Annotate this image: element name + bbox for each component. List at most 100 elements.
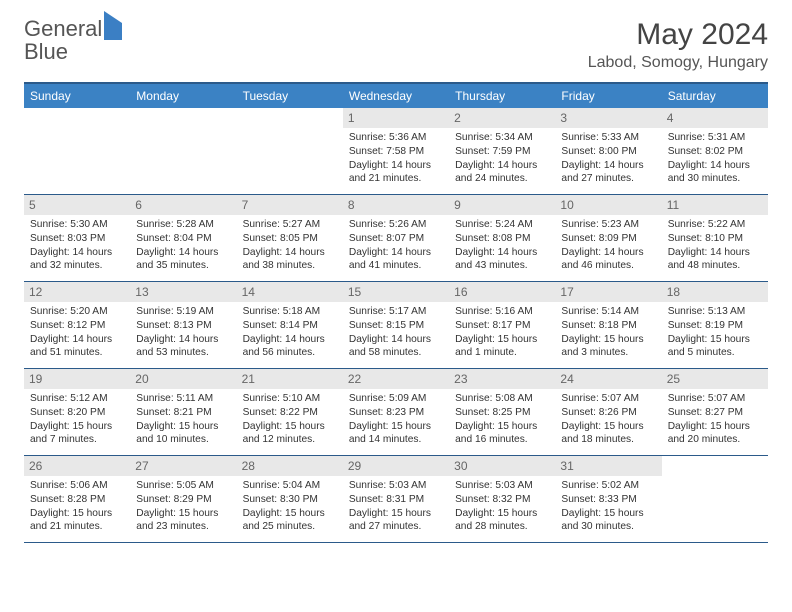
daylight-text: Daylight: 14 hours and 46 minutes. (561, 246, 655, 274)
day-number: 26 (24, 456, 130, 476)
daylight-text: Daylight: 14 hours and 41 minutes. (349, 246, 443, 274)
sunrise-text: Sunrise: 5:19 AM (136, 305, 230, 319)
sunrise-text: Sunrise: 5:24 AM (455, 218, 549, 232)
weekday-thursday: Thursday (449, 84, 555, 108)
day-number: 7 (237, 195, 343, 215)
day-number: 31 (555, 456, 661, 476)
day-number: 18 (662, 282, 768, 302)
day-cell-10: 10Sunrise: 5:23 AMSunset: 8:09 PMDayligh… (555, 195, 661, 281)
sunset-text: Sunset: 8:05 PM (243, 232, 337, 246)
day-number: 25 (662, 369, 768, 389)
sunrise-text: Sunrise: 5:03 AM (455, 479, 549, 493)
week-row: 19Sunrise: 5:12 AMSunset: 8:20 PMDayligh… (24, 369, 768, 456)
sunset-text: Sunset: 8:26 PM (561, 406, 655, 420)
sunset-text: Sunset: 8:28 PM (30, 493, 124, 507)
sunrise-text: Sunrise: 5:03 AM (349, 479, 443, 493)
daylight-text: Daylight: 14 hours and 27 minutes. (561, 159, 655, 187)
sunset-text: Sunset: 8:31 PM (349, 493, 443, 507)
empty-cell: . (24, 108, 130, 194)
sunset-text: Sunset: 8:13 PM (136, 319, 230, 333)
location: Labod, Somogy, Hungary (588, 54, 768, 72)
daylight-text: Daylight: 14 hours and 21 minutes. (349, 159, 443, 187)
month-title: May 2024 (588, 18, 768, 52)
weekday-wednesday: Wednesday (343, 84, 449, 108)
day-cell-16: 16Sunrise: 5:16 AMSunset: 8:17 PMDayligh… (449, 282, 555, 368)
sunset-text: Sunset: 8:33 PM (561, 493, 655, 507)
sunset-text: Sunset: 8:04 PM (136, 232, 230, 246)
sunrise-text: Sunrise: 5:06 AM (30, 479, 124, 493)
sunset-text: Sunset: 8:12 PM (30, 319, 124, 333)
brand-triangle-icon (104, 11, 122, 40)
day-number: 22 (343, 369, 449, 389)
sunset-text: Sunset: 8:21 PM (136, 406, 230, 420)
sunrise-text: Sunrise: 5:33 AM (561, 131, 655, 145)
weekday-monday: Monday (130, 84, 236, 108)
sunset-text: Sunset: 8:22 PM (243, 406, 337, 420)
daylight-text: Daylight: 15 hours and 10 minutes. (136, 420, 230, 448)
day-cell-27: 27Sunrise: 5:05 AMSunset: 8:29 PMDayligh… (130, 456, 236, 542)
daylight-text: Daylight: 15 hours and 7 minutes. (30, 420, 124, 448)
sunset-text: Sunset: 7:59 PM (455, 145, 549, 159)
day-number: 2 (449, 108, 555, 128)
sunrise-text: Sunrise: 5:07 AM (668, 392, 762, 406)
sunset-text: Sunset: 8:29 PM (136, 493, 230, 507)
day-cell-9: 9Sunrise: 5:24 AMSunset: 8:08 PMDaylight… (449, 195, 555, 281)
sunrise-text: Sunrise: 5:17 AM (349, 305, 443, 319)
sunset-text: Sunset: 8:08 PM (455, 232, 549, 246)
day-cell-15: 15Sunrise: 5:17 AMSunset: 8:15 PMDayligh… (343, 282, 449, 368)
daylight-text: Daylight: 15 hours and 5 minutes. (668, 333, 762, 361)
day-cell-24: 24Sunrise: 5:07 AMSunset: 8:26 PMDayligh… (555, 369, 661, 455)
day-cell-18: 18Sunrise: 5:13 AMSunset: 8:19 PMDayligh… (662, 282, 768, 368)
daylight-text: Daylight: 14 hours and 32 minutes. (30, 246, 124, 274)
day-cell-7: 7 Sunrise: 5:27 AMSunset: 8:05 PMDaylight… (237, 195, 343, 281)
sunrise-text: Sunrise: 5:10 AM (243, 392, 337, 406)
sunrise-text: Sunrise: 5:26 AM (349, 218, 443, 232)
day-cell-11: 11Sunrise: 5:22 AMSunset: 8:10 PMDayligh… (662, 195, 768, 281)
empty-cell: . (662, 456, 768, 542)
week-row: ...1Sunrise: 5:36 AMSunset: 7:58 PMDayli… (24, 108, 768, 195)
sunrise-text: Sunrise: 5:27 AM (243, 218, 337, 232)
sunrise-text: Sunrise: 5:20 AM (30, 305, 124, 319)
daylight-text: Daylight: 14 hours and 38 minutes. (243, 246, 337, 274)
daylight-text: Daylight: 15 hours and 23 minutes. (136, 507, 230, 535)
daylight-text: Daylight: 15 hours and 20 minutes. (668, 420, 762, 448)
daylight-text: Daylight: 15 hours and 25 minutes. (243, 507, 337, 535)
day-number: 11 (662, 195, 768, 215)
sunrise-text: Sunrise: 5:09 AM (349, 392, 443, 406)
sunrise-text: Sunrise: 5:16 AM (455, 305, 549, 319)
day-cell-13: 13Sunrise: 5:19 AMSunset: 8:13 PMDayligh… (130, 282, 236, 368)
day-cell-22: 22Sunrise: 5:09 AMSunset: 8:23 PMDayligh… (343, 369, 449, 455)
header: General Blue May 2024 Labod, Somogy, Hun… (24, 18, 768, 72)
day-cell-21: 21Sunrise: 5:10 AMSunset: 8:22 PMDayligh… (237, 369, 343, 455)
day-number: 15 (343, 282, 449, 302)
day-number: 10 (555, 195, 661, 215)
day-cell-28: 28Sunrise: 5:04 AMSunset: 8:30 PMDayligh… (237, 456, 343, 542)
sunrise-text: Sunrise: 5:02 AM (561, 479, 655, 493)
day-number: 30 (449, 456, 555, 476)
day-cell-19: 19Sunrise: 5:12 AMSunset: 8:20 PMDayligh… (24, 369, 130, 455)
week-row: 26Sunrise: 5:06 AMSunset: 8:28 PMDayligh… (24, 456, 768, 543)
daylight-text: Daylight: 14 hours and 35 minutes. (136, 246, 230, 274)
day-cell-12: 12Sunrise: 5:20 AMSunset: 8:12 PMDayligh… (24, 282, 130, 368)
empty-cell: . (237, 108, 343, 194)
day-cell-26: 26 Sunrise: 5:06 AMSunset: 8:28 PMDayligh… (24, 456, 130, 542)
weekday-sunday: Sunday (24, 84, 130, 108)
daylight-text: Daylight: 14 hours and 58 minutes. (349, 333, 443, 361)
day-number: 13 (130, 282, 236, 302)
empty-cell: . (130, 108, 236, 194)
sunrise-text: Sunrise: 5:31 AM (668, 131, 762, 145)
week-row: 5Sunrise: 5:30 AMSunset: 8:03 PMDaylight… (24, 195, 768, 282)
day-cell-3: 3Sunrise: 5:33 AMSunset: 8:00 PMDaylight… (555, 108, 661, 194)
day-number: 24 (555, 369, 661, 389)
sunrise-text: Sunrise: 5:12 AM (30, 392, 124, 406)
daylight-text: Daylight: 15 hours and 21 minutes. (30, 507, 124, 535)
daylight-text: Daylight: 15 hours and 14 minutes. (349, 420, 443, 448)
day-number: 4 (662, 108, 768, 128)
day-number: 8 (343, 195, 449, 215)
daylight-text: Daylight: 14 hours and 43 minutes. (455, 246, 549, 274)
day-number: 27 (130, 456, 236, 476)
sunset-text: Sunset: 8:09 PM (561, 232, 655, 246)
sunrise-text: Sunrise: 5:04 AM (243, 479, 337, 493)
daylight-text: Daylight: 15 hours and 18 minutes. (561, 420, 655, 448)
daylight-text: Daylight: 14 hours and 51 minutes. (30, 333, 124, 361)
